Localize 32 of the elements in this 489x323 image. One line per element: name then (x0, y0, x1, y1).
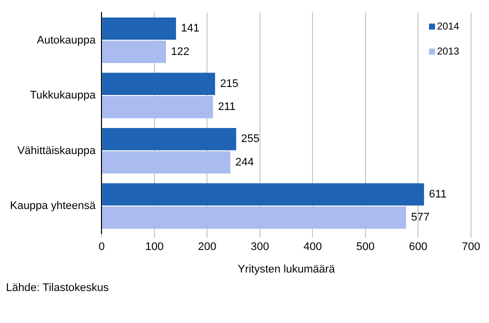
x-tick-label: 0 (98, 241, 105, 254)
bar (102, 128, 236, 150)
text: Lähde: Tilastokeskus (6, 282, 109, 294)
x-tick-label: 700 (462, 241, 480, 254)
y-tick-label: Vähittäiskauppa (17, 144, 97, 157)
y-tick-label: Kauppa yhteensä (10, 200, 96, 212)
x-tick-label: 400 (304, 241, 322, 254)
bar (102, 151, 230, 174)
x-tick-label: 200 (198, 241, 216, 254)
data-label: 611 (429, 188, 447, 200)
bar (102, 40, 166, 63)
bar (102, 183, 424, 206)
legend-label: 2013 (437, 46, 460, 58)
data-label: 215 (220, 78, 238, 90)
data-label: 244 (235, 156, 254, 168)
y-tick-label: Autokauppa (36, 34, 97, 46)
legend-label: 2014 (437, 21, 460, 32)
x-tick-label: 600 (409, 241, 428, 254)
x-tick-label: 300 (250, 241, 270, 254)
data-label: 255 (241, 133, 260, 146)
bar (102, 72, 216, 96)
x-tick-label: 100 (145, 241, 164, 254)
bar (102, 96, 213, 118)
bar (102, 17, 176, 40)
data-label: 122 (171, 46, 190, 58)
bar (102, 206, 406, 229)
data-label: 141 (181, 22, 200, 35)
x-tick-label: 500 (356, 241, 375, 254)
x-axis-title: Yritysten lukumäärä (238, 263, 336, 276)
data-label: 577 (411, 212, 430, 224)
y-tick-label: Tukkukauppa (30, 90, 96, 102)
data-label: 211 (218, 101, 236, 114)
